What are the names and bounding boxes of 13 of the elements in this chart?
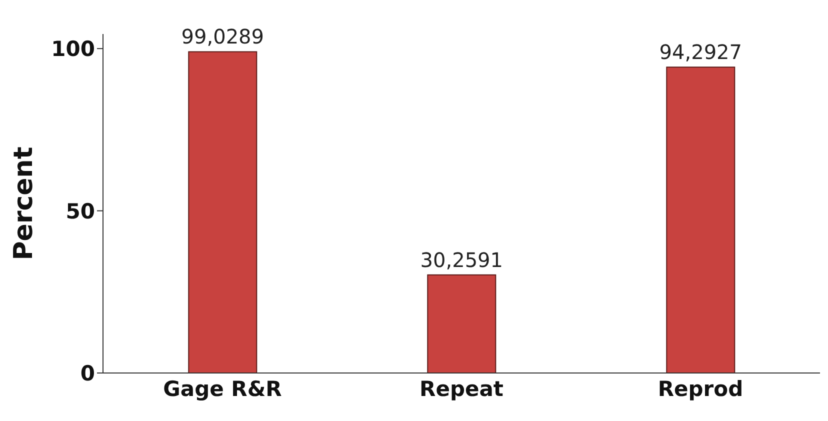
- x-tick-label: Repeat: [420, 376, 504, 401]
- x-tick-label: Reprod: [658, 376, 744, 401]
- data-label: 30,2591: [420, 248, 504, 272]
- y-axis-title: Percent: [9, 146, 40, 260]
- bar: [427, 274, 496, 373]
- x-tick-label: Gage R&R: [163, 376, 282, 401]
- bar: [666, 66, 736, 373]
- data-label: 99,0289: [181, 24, 264, 49]
- y-tick-label: 50: [66, 199, 95, 224]
- data-label: 94,2927: [659, 40, 742, 64]
- y-tick-label: 0: [80, 361, 95, 386]
- bar: [188, 51, 258, 373]
- y-tick-label: 100: [51, 37, 95, 62]
